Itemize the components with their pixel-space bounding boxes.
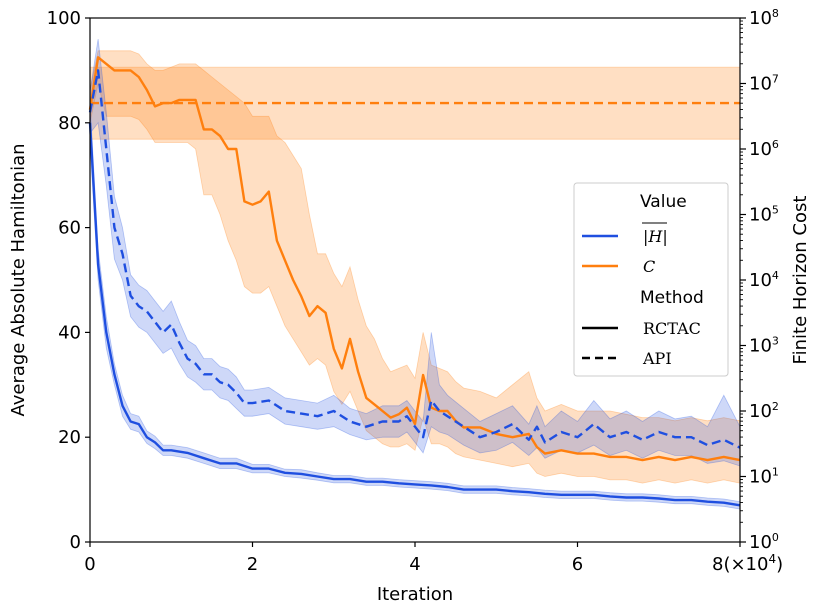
y-right-tick-label: 104 bbox=[749, 269, 779, 291]
legend-c-label: C bbox=[643, 257, 655, 276]
y-right-tick-label: 102 bbox=[749, 400, 779, 422]
x-tick-label-last: 8(×104) bbox=[712, 552, 783, 575]
legend-api-label: API bbox=[642, 349, 672, 368]
y-left-tick-label: 40 bbox=[58, 322, 81, 343]
y-axis-right-title: Finite Horizon Cost bbox=[790, 196, 811, 365]
y-right-tick-label: 101 bbox=[749, 466, 779, 488]
x-tick-label: 2 bbox=[247, 554, 258, 575]
x-tick-label: 6 bbox=[572, 554, 583, 575]
line-h-api bbox=[88, 69, 741, 449]
x-axis: 0 2 4 6 bbox=[84, 542, 741, 575]
y-left-tick-label: 100 bbox=[47, 8, 81, 29]
legend-method-title: Method bbox=[640, 288, 704, 308]
legend: Value |H| C Method RCTAC API bbox=[573, 182, 729, 377]
series-lines bbox=[88, 56, 741, 507]
y-right-tick-label: 105 bbox=[749, 204, 779, 226]
legend-h-label: |H| bbox=[642, 222, 668, 246]
svg-text:|H|: |H| bbox=[643, 227, 668, 246]
y-right-tick-label: 100 bbox=[749, 531, 779, 553]
y-right-tick-label: 107 bbox=[749, 73, 779, 95]
y-right-tick-label: 103 bbox=[749, 335, 779, 357]
y-axis-right: 100 101 102 103 104 105 106 107 108 bbox=[740, 7, 779, 553]
x-axis-title: Iteration bbox=[377, 584, 453, 605]
y-right-tick-label: 106 bbox=[749, 138, 779, 160]
y-left-tick-label: 0 bbox=[70, 532, 81, 553]
legend-value-title: Value bbox=[640, 192, 687, 212]
legend-rctac-label: RCTAC bbox=[643, 319, 701, 338]
y-axis-left-title: Average Absolute Hamiltonian bbox=[8, 143, 29, 416]
line-h-rctac bbox=[88, 122, 741, 507]
y-left-tick-label: 60 bbox=[58, 218, 81, 239]
y-right-tick-label: 108 bbox=[749, 7, 779, 29]
y-axis-left: 0 20 40 60 80 100 bbox=[47, 8, 90, 553]
y-left-tick-label: 20 bbox=[58, 427, 81, 448]
x-tick-label: 4 bbox=[409, 554, 420, 575]
x-tick-label: 0 bbox=[84, 554, 95, 575]
y-left-tick-label: 80 bbox=[58, 113, 81, 134]
line-c-rctac bbox=[88, 56, 741, 462]
